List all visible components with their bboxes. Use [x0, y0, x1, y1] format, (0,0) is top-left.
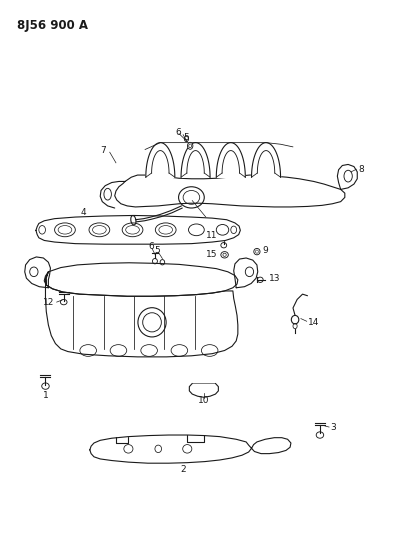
Text: 4: 4	[81, 208, 87, 217]
Text: 5: 5	[183, 133, 189, 142]
Text: 13: 13	[270, 274, 281, 283]
Text: 8: 8	[359, 165, 364, 174]
Polygon shape	[234, 258, 258, 288]
Text: 5: 5	[154, 246, 160, 255]
Text: 7: 7	[101, 146, 106, 155]
Polygon shape	[25, 257, 50, 288]
Polygon shape	[36, 215, 240, 244]
Polygon shape	[181, 143, 210, 177]
Text: 1: 1	[42, 391, 48, 400]
Text: 6: 6	[149, 242, 154, 251]
Text: 8J56 900 A: 8J56 900 A	[17, 19, 88, 33]
Text: 3: 3	[330, 423, 336, 432]
Text: 10: 10	[198, 396, 210, 405]
Text: 15: 15	[206, 250, 217, 259]
Polygon shape	[252, 143, 280, 177]
Polygon shape	[337, 165, 357, 189]
Text: 11: 11	[206, 231, 217, 240]
Text: 14: 14	[307, 318, 319, 327]
Polygon shape	[115, 175, 345, 207]
Polygon shape	[45, 272, 238, 357]
Polygon shape	[44, 263, 238, 296]
Text: 2: 2	[180, 465, 186, 474]
Polygon shape	[146, 143, 175, 177]
Text: 9: 9	[262, 246, 267, 255]
Text: 12: 12	[43, 297, 54, 306]
Polygon shape	[90, 435, 291, 463]
Ellipse shape	[188, 142, 193, 149]
Text: 6: 6	[175, 127, 181, 136]
Polygon shape	[216, 143, 245, 177]
Polygon shape	[100, 181, 125, 208]
